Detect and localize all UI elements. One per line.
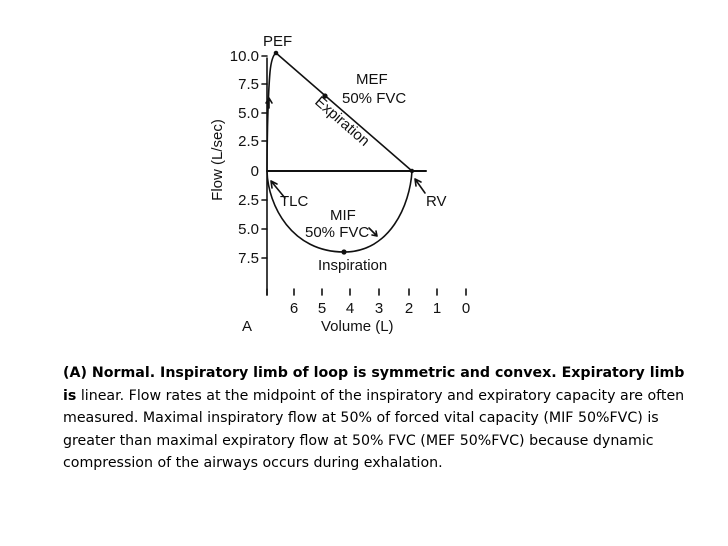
y-tick-label: 7.5	[238, 76, 259, 93]
mef-percent-label: 50% FVC	[342, 90, 406, 107]
inspiration-label: Inspiration	[318, 257, 387, 274]
y-tick-label: 7.5	[238, 250, 259, 267]
panel-letter: A	[242, 318, 252, 335]
mif-marker	[341, 249, 347, 255]
y-tick-label: 5.0	[238, 221, 259, 238]
expiration-direction-arrows	[265, 97, 273, 109]
y-axis-label: Flow (L/sec)	[209, 119, 226, 201]
x-tick-label: 3	[375, 300, 383, 317]
y-tick-label: 10.0	[230, 48, 259, 65]
mif-arrow	[368, 227, 378, 237]
mef-label: MEF	[356, 71, 388, 88]
x-tick-label: 1	[433, 300, 441, 317]
pef-label: PEF	[263, 33, 292, 50]
pef-marker	[273, 50, 279, 56]
rv-marker	[409, 168, 415, 174]
rv-arrow	[414, 178, 426, 194]
y-axis-tick-marks	[261, 55, 268, 259]
mif-label: MIF	[330, 207, 356, 224]
x-axis-tick-marks	[266, 288, 467, 296]
x-axis-label: Volume (L)	[321, 318, 394, 335]
x-tick-label: 5	[318, 300, 326, 317]
x-tick-label: 2	[405, 300, 413, 317]
y-tick-label: 5.0	[238, 105, 259, 122]
tlc-arrow	[270, 180, 286, 199]
mef-marker	[322, 93, 328, 99]
y-tick-label: 2.5	[238, 192, 259, 209]
tlc-label: TLC	[280, 193, 309, 210]
y-tick-label: 2.5	[238, 133, 259, 150]
rv-label: RV	[426, 193, 447, 210]
flow-volume-loop-figure: 10.0 7.5 5.0 2.5 0 2.5 5.0 7.5 Flow (L/s…	[209, 33, 470, 335]
y-tick-label: 0	[251, 163, 259, 180]
caption-bold-lead: (A) Normal. Inspiratory limb of loop is …	[63, 365, 685, 404]
mif-percent-label: 50% FVC	[305, 224, 369, 241]
x-tick-label: 0	[462, 300, 470, 317]
figure-caption: (A) Normal. Inspiratory limb of loop is …	[63, 362, 688, 475]
caption-body: linear. Flow rates at the midpoint of th…	[63, 387, 685, 472]
x-tick-label: 4	[346, 300, 354, 317]
x-tick-label: 6	[290, 300, 298, 317]
expiratory-limb-curve	[266, 52, 413, 172]
